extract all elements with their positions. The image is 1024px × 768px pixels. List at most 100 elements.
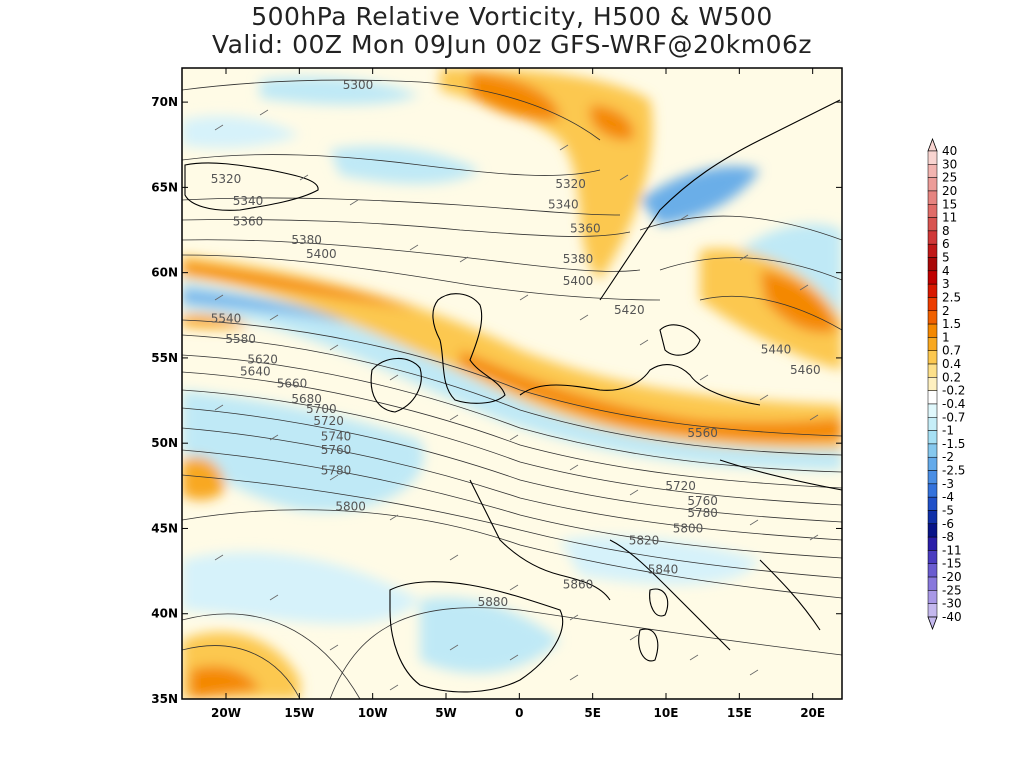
colorbar-label: 8 — [942, 224, 950, 238]
colorbar-label: -0.7 — [942, 410, 965, 424]
colorbar-band — [927, 230, 938, 245]
colorbar-label: -4 — [942, 490, 954, 504]
colorbar-label: -1 — [942, 424, 954, 438]
colorbar-label: 6 — [942, 237, 950, 251]
colorbar-band — [927, 283, 938, 298]
colorbar-band — [927, 310, 938, 325]
colorbar-label: 11 — [942, 211, 957, 225]
contour-label: 5820 — [629, 533, 660, 547]
lat-tick-label: 40N — [151, 607, 178, 621]
contour-label: 5540 — [211, 312, 242, 326]
colorbar-band — [927, 377, 938, 391]
contour-labels: 5300532053405360538054005320534053605380… — [211, 78, 821, 609]
contour-label: 5400 — [306, 247, 337, 261]
colorbar-band — [927, 563, 938, 578]
colorbar-label: 20 — [942, 184, 957, 198]
colorbar-band — [927, 603, 938, 618]
colorbar-band — [927, 443, 938, 458]
colorbar-band — [927, 217, 938, 232]
contour-label: 5880 — [478, 595, 509, 609]
lat-tick-label: 70N — [151, 95, 178, 109]
lon-tick-label: 5E — [584, 706, 601, 720]
contour-label: 5640 — [240, 365, 271, 379]
colorbar-band — [927, 204, 938, 218]
colorbar-band — [927, 177, 938, 192]
colorbar-label: 2 — [942, 304, 950, 318]
colorbar-arrow-top — [927, 137, 938, 152]
colorbar-band — [927, 257, 938, 272]
lon-tick-label: 5W — [435, 706, 457, 720]
contour-label: 5720 — [665, 479, 696, 493]
map-axes: 70N 65N 60N 55N 50N 45N 40N 35N 20W 15W 10W 5W 0 5E 10… — [151, 68, 842, 720]
contour-label: 5380 — [563, 252, 594, 266]
colorbar-label: -5 — [942, 503, 954, 517]
colorbar-band — [927, 190, 938, 205]
contour-label: 5420 — [614, 303, 645, 317]
colorbar-band — [927, 150, 938, 165]
contour-label: 5360 — [570, 221, 601, 235]
colorbar-label: -0.2 — [942, 384, 965, 398]
colorbar-label: -15 — [942, 557, 962, 571]
contour-label: 5680 — [291, 392, 322, 406]
colorbar-label: 4 — [942, 264, 950, 278]
colorbar-label: -2.5 — [942, 464, 965, 478]
contour-label: 5380 — [291, 233, 322, 247]
colorbar-band — [927, 417, 938, 431]
contour-label: 5740 — [321, 429, 352, 443]
colorbar-label: 25 — [942, 171, 957, 185]
colorbar-label: 0.4 — [942, 357, 961, 371]
lon-tick-label: 10E — [654, 706, 679, 720]
contour-label: 5760 — [687, 494, 718, 508]
colorbar-label: -25 — [942, 583, 962, 597]
lat-tick-label: 50N — [151, 436, 178, 450]
lat-tick-label: 35N — [151, 692, 178, 706]
colorbar-arrow-bottom — [927, 616, 938, 631]
contour-label: 5840 — [648, 562, 679, 576]
colorbar-label: -2 — [942, 450, 954, 464]
contour-label: 5580 — [225, 332, 256, 346]
colorbar-band — [927, 483, 938, 498]
colorbar-band — [927, 456, 938, 471]
contour-label: 5320 — [211, 172, 242, 186]
colorbar-label: 40 — [942, 144, 957, 158]
contour-label: 5360 — [233, 214, 264, 228]
colorbar-band — [927, 510, 938, 525]
lat-tick-label: 60N — [151, 266, 178, 280]
colorbar-label: -3 — [942, 477, 954, 491]
colorbar-band — [927, 243, 938, 258]
contour-label: 5760 — [321, 443, 352, 457]
contour-label: 5340 — [548, 197, 579, 211]
lon-tick-label: 20E — [800, 706, 825, 720]
lon-tick-label: 10W — [358, 706, 388, 720]
lon-tick-label: 0 — [515, 706, 523, 720]
contour-label: 5340 — [233, 194, 264, 208]
colorbar: 403025201511865432.521.510.70.40.2-0.2-0… — [927, 137, 965, 631]
map-field: 5300532053405360538054005320534053605380… — [182, 68, 842, 699]
colorbar-label: 1.5 — [942, 317, 961, 331]
colorbar-band — [927, 470, 938, 485]
colorbar-label: -8 — [942, 530, 954, 544]
colorbar-band — [927, 576, 938, 591]
colorbar-band — [927, 590, 938, 604]
colorbar-band — [927, 550, 938, 564]
contour-label: 5300 — [343, 78, 374, 92]
contour-label: 5400 — [563, 274, 594, 288]
colorbar-label: -40 — [942, 610, 962, 624]
lon-tick-label: 15W — [284, 706, 314, 720]
contour-label: 5720 — [313, 414, 344, 428]
colorbar-label: -0.4 — [942, 397, 965, 411]
colorbar-label: 0.7 — [942, 344, 961, 358]
colorbar-label: 3 — [942, 277, 950, 291]
contour-label: 5780 — [321, 463, 352, 477]
colorbar-band — [927, 536, 938, 551]
colorbar-label: -20 — [942, 570, 962, 584]
chart-title: 500hPa Relative Vorticity, H500 & W500 — [251, 2, 773, 31]
colorbar-label: 1 — [942, 330, 950, 344]
lon-tick-label: 15E — [727, 706, 752, 720]
colorbar-band — [927, 363, 938, 378]
contour-label: 5860 — [563, 578, 594, 592]
contour-label: 5800 — [335, 499, 366, 513]
colorbar-band — [927, 350, 938, 365]
colorbar-band — [927, 164, 938, 178]
colorbar-band — [927, 496, 938, 511]
